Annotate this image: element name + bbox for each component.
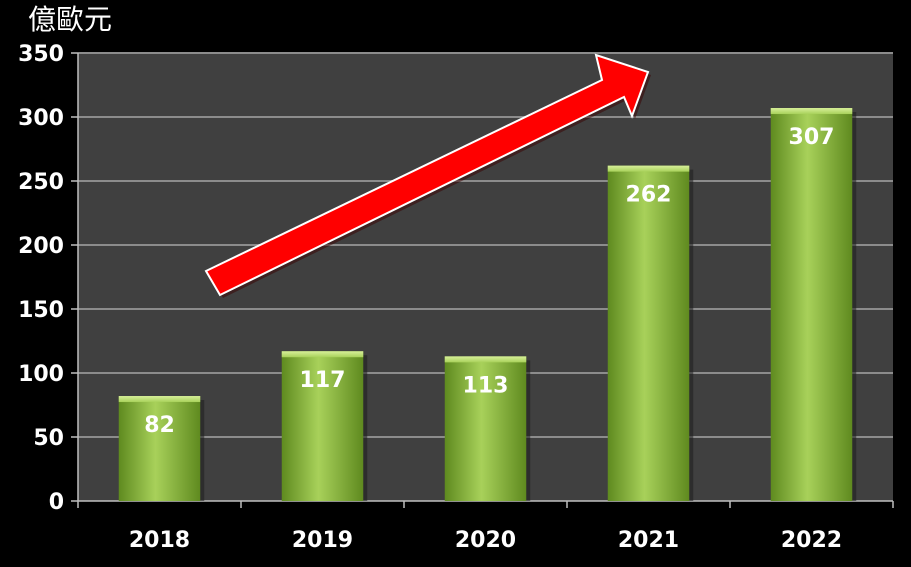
- gridlines: [78, 52, 893, 438]
- y-tick-label: 100: [18, 362, 64, 387]
- x-tick-label: 2018: [129, 528, 190, 553]
- data-label: 307: [789, 125, 835, 150]
- y-tick-label: 50: [33, 426, 64, 451]
- x-tick-label: 2019: [292, 528, 353, 553]
- y-tick-label: 250: [18, 170, 64, 195]
- bar-top-bevel: [607, 165, 690, 172]
- y-tick-label: 0: [49, 490, 64, 515]
- bar: [281, 351, 364, 501]
- y-tick-label: 200: [18, 234, 64, 259]
- bars: [118, 108, 857, 501]
- labels: 0 50 100 150 200 250 300 350 82 2018 117 2019 113 202…: [18, 42, 842, 553]
- bar-top-bevel: [770, 108, 853, 115]
- bar: [444, 356, 527, 501]
- data-label: 262: [626, 183, 672, 208]
- arrow-icon: [204, 53, 650, 297]
- y-axis-unit-label: 億歐元: [28, 3, 113, 36]
- data-label: 82: [144, 413, 175, 438]
- trend-arrow: [204, 53, 651, 298]
- y-tick-label: 300: [18, 106, 64, 131]
- bar-top-bevel: [444, 356, 527, 363]
- data-label: 113: [463, 373, 509, 398]
- bar-top-bevel: [118, 396, 201, 403]
- bar-top-bevel: [281, 351, 364, 358]
- bar: [118, 396, 201, 501]
- x-tick-label: 2020: [455, 528, 516, 553]
- bar: [607, 165, 690, 501]
- x-tick-label: 2022: [781, 528, 842, 553]
- bar: [770, 108, 853, 501]
- y-tick-label: 350: [18, 42, 64, 67]
- x-tick-label: 2021: [618, 528, 679, 553]
- y-tick-label: 150: [18, 298, 64, 323]
- data-label: 117: [300, 368, 346, 393]
